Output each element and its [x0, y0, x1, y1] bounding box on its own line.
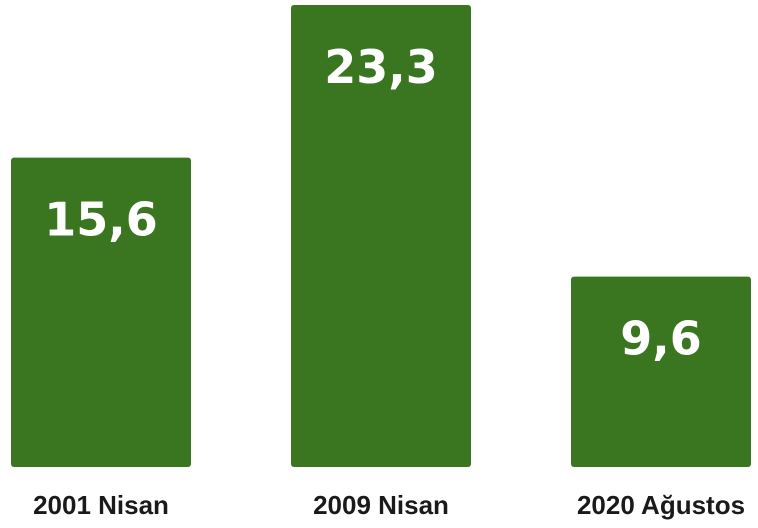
bars-group: [11, 5, 751, 468]
value-label-3: 9,6: [620, 312, 702, 366]
bar-3: [571, 276, 751, 467]
category-label-3: 2020 Ağustos: [577, 490, 745, 520]
value-labels-group: 15,6 23,3 9,6: [44, 40, 702, 366]
bar-1: [11, 157, 191, 468]
category-labels-group: 2001 Nisan 2009 Nisan 2020 Ağustos: [33, 490, 745, 520]
value-label-2: 23,3: [324, 40, 438, 94]
value-label-1: 15,6: [44, 193, 158, 247]
category-label-2: 2009 Nisan: [313, 490, 449, 520]
category-label-1: 2001 Nisan: [33, 490, 169, 520]
bar-2: [291, 5, 471, 467]
